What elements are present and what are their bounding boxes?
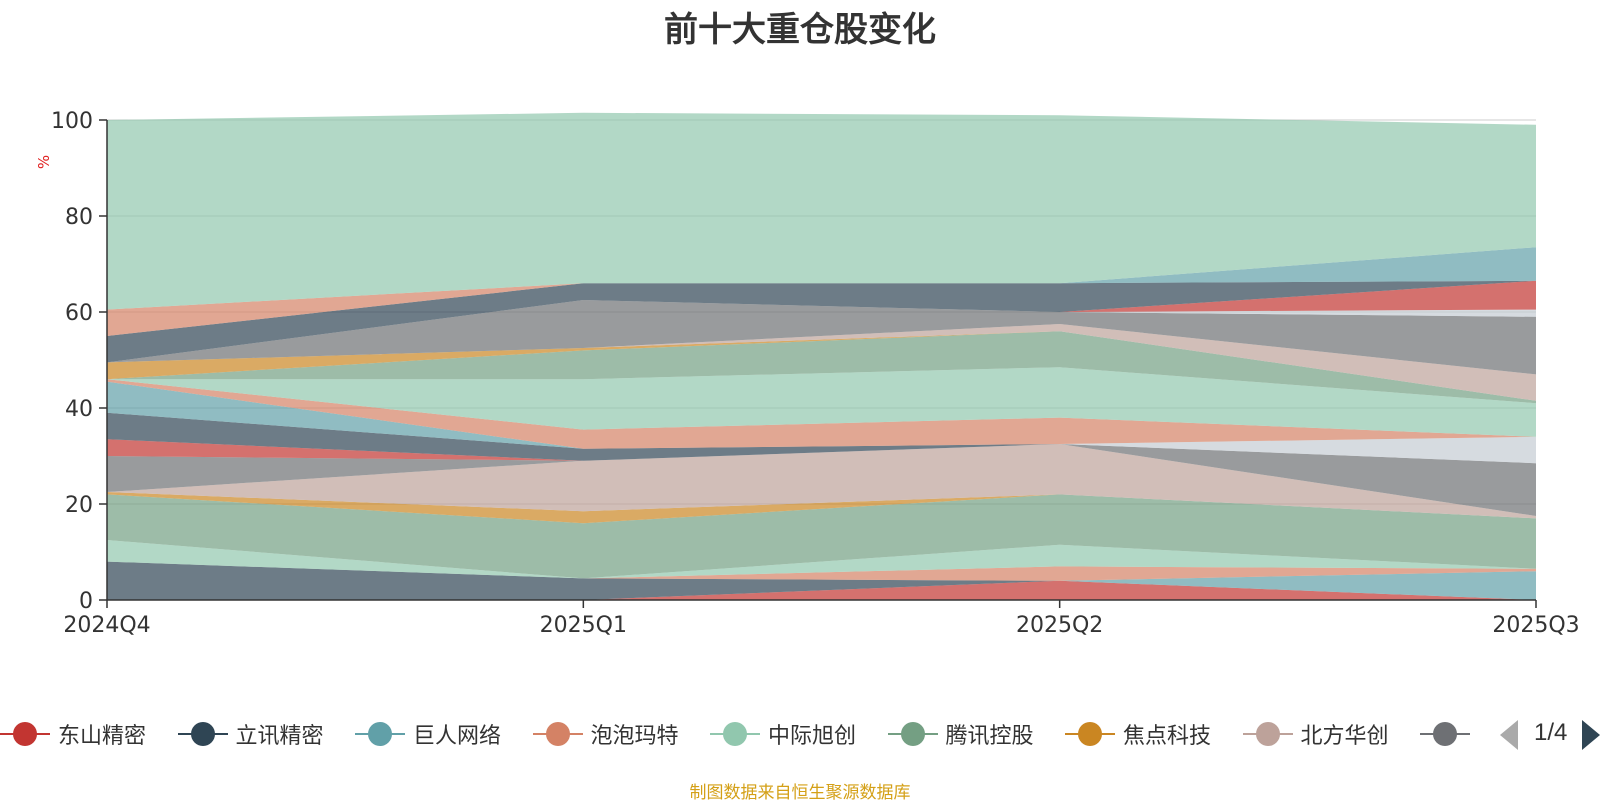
legend-item[interactable]: 焦点科技	[1065, 714, 1211, 754]
x-tick-label: 2025Q2	[1016, 613, 1103, 638]
legend-item[interactable]: 北方华创	[1242, 714, 1389, 754]
legend-label: 中际旭创	[768, 724, 857, 749]
y-tick-label: 60	[65, 301, 93, 326]
legend-item[interactable]	[1420, 714, 1470, 754]
legend-items-container: 东山精密 立讯精密 巨人网络 泡泡玛特 中际旭创 腾讯控股 焦点科技 北方华创	[0, 714, 1486, 754]
area-series-13	[107, 379, 1536, 449]
area-series-2	[107, 561, 1536, 600]
legend-label: 泡泡玛特	[590, 724, 679, 749]
legend-label: 巨人网络	[413, 724, 502, 749]
area-series-11	[107, 412, 1536, 461]
area-series-8	[107, 444, 1536, 516]
legend-swatch-icon	[1242, 714, 1293, 754]
x-tick-label: 2025Q1	[540, 613, 627, 638]
legend-item[interactable]: 巨人网络	[355, 714, 501, 754]
chart-title: 前十大重仓股变化	[664, 10, 936, 50]
legend-swatch-icon	[1065, 714, 1115, 754]
legend-swatch-icon	[1420, 714, 1470, 754]
area-series-1	[107, 561, 1536, 600]
legend-label: 北方华创	[1300, 724, 1389, 749]
area-series-24	[107, 112, 1536, 310]
x-tick-label: 2024Q4	[63, 613, 150, 638]
legend-item[interactable]: 泡泡玛特	[532, 714, 679, 754]
legend-swatch-icon	[532, 714, 583, 754]
area-series-7	[107, 444, 1536, 519]
area-series-3	[107, 561, 1536, 581]
legend-swatch-icon	[887, 714, 938, 754]
data-source-note: 制图数据来自恒生聚源数据库	[689, 783, 911, 803]
legend-label: 东山精密	[58, 724, 147, 749]
legend: 东山精密 立讯精密 巨人网络 泡泡玛特 中际旭创 腾讯控股 焦点科技 北方华创	[0, 714, 1600, 754]
legend-prev-page-icon[interactable]	[1500, 720, 1518, 750]
legend-swatch-icon	[355, 714, 405, 754]
legend-item[interactable]: 立讯精密	[177, 714, 324, 754]
area-series-group	[107, 112, 1536, 600]
y-tick-label: 80	[65, 205, 93, 230]
area-series-9	[107, 436, 1536, 464]
legend-label: 焦点科技	[1123, 724, 1212, 749]
y-tick-label: 100	[51, 109, 93, 134]
area-series-17	[107, 324, 1536, 401]
legend-next-page-icon[interactable]	[1582, 720, 1600, 750]
legend-swatch-icon	[0, 714, 50, 754]
axes: 0 20 40 60 80 100% 2024Q4 2025Q1 2025Q2 2025Q3	[35, 109, 1580, 638]
y-axis-label: %	[35, 155, 53, 169]
area-series-15	[107, 331, 1536, 404]
area-series-23	[107, 247, 1536, 310]
legend-swatch-icon	[710, 714, 760, 754]
legend-pager: 1/4	[1500, 714, 1600, 754]
y-tick-label: 40	[65, 397, 93, 422]
legend-page-indicator: 1/4	[1534, 719, 1568, 746]
area-series-5	[107, 494, 1536, 579]
area-series-6	[107, 492, 1536, 524]
legend-item[interactable]: 中际旭创	[710, 714, 856, 754]
area-series-4	[107, 540, 1536, 579]
legend-label: 腾讯控股	[945, 724, 1034, 749]
legend-item[interactable]: 腾讯控股	[887, 714, 1034, 754]
area-series-12	[107, 381, 1536, 449]
x-tick-label: 2025Q3	[1492, 613, 1579, 638]
area-series-14	[107, 367, 1536, 437]
area-series-22	[107, 280, 1536, 336]
legend-swatch-icon	[177, 714, 228, 754]
legend-label: 立讯精密	[235, 724, 324, 749]
y-tick-label: 20	[65, 493, 93, 518]
area-series-0	[107, 580, 1536, 600]
area-series-18	[107, 300, 1536, 375]
y-tick-label: 0	[79, 589, 93, 614]
legend-item[interactable]: 东山精密	[0, 714, 146, 754]
area-series-21	[107, 280, 1536, 363]
stacked-area-chart: 0 20 40 60 80 100% 2024Q4 2025Q1 2025Q2 2025Q3	[35, 109, 1580, 638]
